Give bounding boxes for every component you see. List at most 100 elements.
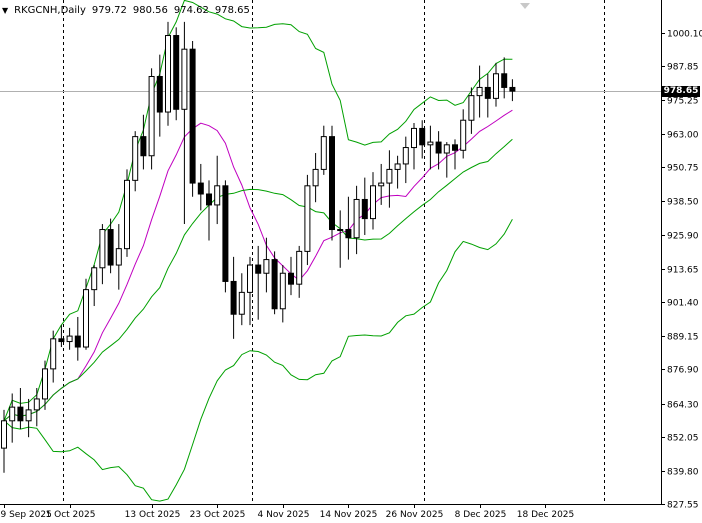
bear-candle-body bbox=[419, 127, 426, 146]
plot-area bbox=[0, 0, 661, 504]
candles bbox=[1, 21, 516, 473]
candle bbox=[17, 388, 24, 429]
bull-candle-body bbox=[263, 259, 270, 274]
bear-candle-body bbox=[255, 264, 262, 274]
candle bbox=[468, 87, 475, 134]
candle bbox=[501, 57, 508, 99]
candle bbox=[353, 185, 360, 255]
bull-candle-body bbox=[132, 136, 139, 181]
bull-candle-body bbox=[42, 368, 48, 400]
bull-candle-body bbox=[25, 409, 32, 422]
x-tick-label: 26 Nov 2025 bbox=[386, 510, 444, 520]
candle bbox=[288, 256, 294, 296]
triangle-down-icon[interactable]: ▼ bbox=[2, 6, 9, 15]
candle bbox=[312, 153, 319, 203]
chart-title-bar: ▼ RKGCNH,Daily 979.72 980.56 974.62 978.… bbox=[2, 5, 250, 16]
bull-candle-body bbox=[411, 127, 417, 149]
low-value: 974.62 bbox=[173, 5, 209, 16]
open-value: 979.72 bbox=[91, 5, 127, 16]
candle bbox=[197, 163, 204, 211]
y-tick-label: 925.90 bbox=[667, 232, 699, 242]
bull-candle-body bbox=[165, 35, 171, 113]
price-axis: 1000.10 987.85 975.25 963.00 950.75 938.50 925… bbox=[661, 30, 702, 511]
bull-candle-body bbox=[33, 398, 40, 411]
candle bbox=[206, 180, 212, 241]
y-tick-label: 889.15 bbox=[667, 333, 699, 343]
candle bbox=[345, 196, 352, 260]
bear-candle-body bbox=[58, 338, 65, 343]
candle bbox=[165, 21, 171, 126]
bull-candle-body bbox=[83, 289, 89, 348]
candle bbox=[476, 65, 483, 118]
current-price-tag: 978.65 bbox=[662, 85, 700, 97]
upper-band-line bbox=[3, 0, 513, 421]
candle bbox=[419, 120, 426, 159]
bull-candle-body bbox=[468, 95, 475, 121]
candle bbox=[263, 237, 270, 293]
candle bbox=[222, 180, 229, 293]
y-tick-label: 901.40 bbox=[667, 299, 699, 309]
bull-candle-body bbox=[247, 264, 253, 293]
bear-candle-body bbox=[140, 136, 147, 157]
bull-candle-body bbox=[238, 291, 245, 315]
bull-candle-body bbox=[394, 163, 401, 170]
y-tick-label: 852.05 bbox=[667, 434, 699, 444]
bull-candle-body bbox=[312, 168, 319, 187]
candle bbox=[42, 360, 48, 410]
bear-candle-body bbox=[17, 406, 24, 422]
period-separators bbox=[63, 0, 605, 504]
x-tick-label: 8 Dec 2025 bbox=[455, 510, 507, 520]
x-tick-label: 4 Nov 2025 bbox=[258, 510, 310, 520]
bull-candle-body bbox=[181, 48, 188, 110]
candle bbox=[132, 131, 139, 192]
bull-candle-body bbox=[476, 86, 483, 97]
candle bbox=[337, 210, 344, 268]
y-tick-label: 1000.10 bbox=[667, 30, 702, 40]
candle bbox=[33, 388, 40, 427]
bear-candle-body bbox=[156, 76, 163, 113]
y-tick-label: 987.85 bbox=[667, 63, 699, 73]
candle bbox=[484, 73, 491, 118]
bull-candle-body bbox=[427, 141, 434, 146]
bull-candle-body bbox=[353, 198, 360, 239]
bear-candle-body bbox=[452, 144, 458, 151]
bull-candle-body bbox=[214, 185, 221, 206]
x-tick-label: 9 Sep 2025 bbox=[1, 510, 52, 520]
bear-candle-body bbox=[197, 182, 204, 195]
bull-candle-body bbox=[337, 229, 344, 232]
candle bbox=[91, 265, 98, 307]
candle bbox=[435, 131, 442, 170]
bull-candle-body bbox=[402, 147, 409, 165]
candle bbox=[279, 265, 286, 323]
candle bbox=[304, 174, 311, 266]
candle bbox=[115, 224, 122, 290]
bear-candle-body bbox=[501, 73, 508, 88]
candle bbox=[411, 122, 417, 170]
bear-candle-body bbox=[435, 141, 442, 154]
bull-candle-body bbox=[386, 168, 393, 184]
bear-candle-body bbox=[271, 259, 278, 310]
candle bbox=[296, 245, 303, 298]
bull-candle-body bbox=[279, 272, 286, 310]
candle bbox=[320, 125, 327, 175]
candle bbox=[460, 109, 467, 159]
candle bbox=[509, 79, 516, 102]
symbol-label: RKGCNH,Daily bbox=[14, 5, 86, 16]
bull-candle-body bbox=[304, 185, 311, 252]
bear-candle-body bbox=[329, 136, 335, 231]
y-tick-label: 975.25 bbox=[667, 97, 699, 107]
candle bbox=[214, 155, 221, 225]
bear-candle-body bbox=[206, 193, 212, 206]
scroll-marker-icon[interactable] bbox=[520, 3, 530, 9]
bear-candle-body bbox=[345, 229, 352, 239]
candle bbox=[493, 62, 499, 107]
middle-band-line bbox=[3, 138, 513, 422]
candle bbox=[66, 327, 73, 350]
y-tick-label: 950.75 bbox=[667, 164, 699, 174]
candle bbox=[255, 245, 262, 320]
y-tick-label: 864.30 bbox=[667, 401, 699, 411]
high-value: 980.56 bbox=[132, 5, 168, 16]
bear-candle-body bbox=[509, 86, 516, 92]
